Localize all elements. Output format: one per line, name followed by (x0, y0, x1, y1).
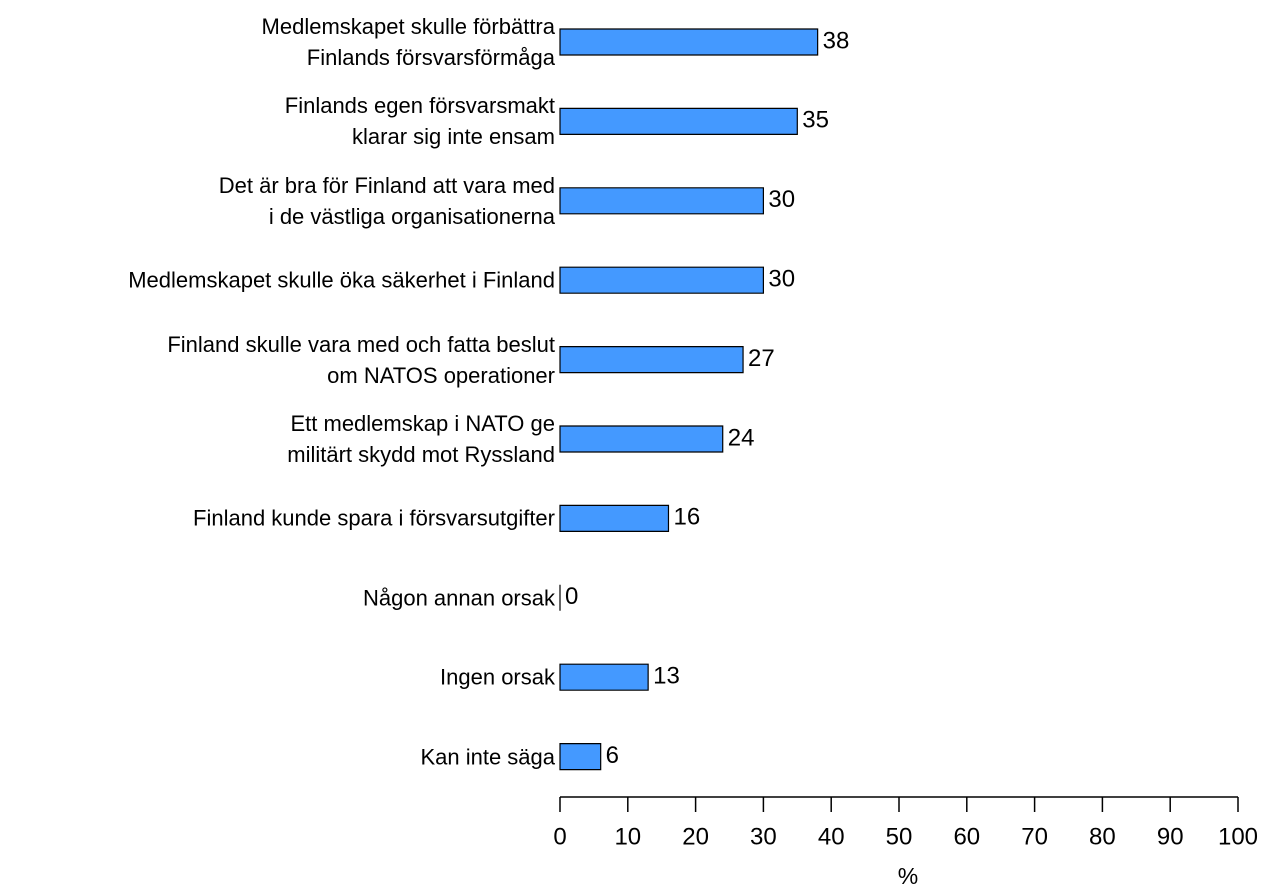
bar (559, 425, 724, 453)
x-axis-label: % (898, 863, 918, 886)
value-label: 6 (606, 742, 619, 769)
category-label: Medlemskapet skulle öka säkerhet i Finla… (128, 267, 555, 293)
value-label: 38 (823, 27, 850, 54)
value-label: 35 (802, 107, 829, 134)
value-label: 16 (673, 504, 700, 531)
value-label: 13 (653, 663, 680, 690)
x-tick-label: 80 (1089, 823, 1116, 850)
x-tick-label: 30 (750, 823, 777, 850)
bar (559, 346, 744, 374)
category-label: Någon annan orsak (362, 585, 555, 611)
bar (559, 187, 764, 215)
x-tick-label: 90 (1157, 823, 1184, 850)
x-tick-label: 60 (953, 823, 980, 850)
bar (559, 743, 602, 771)
category-label: Det är bra för Finland att vara med i de… (218, 172, 555, 229)
value-label: 30 (768, 266, 795, 293)
bar (559, 266, 764, 294)
bar (559, 107, 798, 135)
bar (559, 663, 649, 691)
value-label: 0 (565, 583, 578, 610)
x-tick-label: 40 (818, 823, 845, 850)
x-tick-label: 70 (1021, 823, 1048, 850)
value-label: 30 (768, 186, 795, 213)
x-tick-label: 50 (886, 823, 913, 850)
category-label: Finland kunde spara i försvarsutgifter (193, 505, 555, 531)
category-label: Ett medlemskap i NATO ge militärt skydd … (287, 411, 555, 467)
x-tick-label: 100 (1218, 823, 1258, 850)
x-tick-label: 0 (553, 823, 566, 850)
category-label: Finlands egen försvarsmakt klarar sig in… (284, 93, 555, 150)
bar (559, 504, 670, 532)
category-label: Kan inte säga (420, 744, 555, 770)
category-label: Medlemskapet skulle förbättra Finlands f… (261, 14, 555, 70)
x-tick-label: 20 (682, 823, 709, 850)
value-label: 24 (728, 424, 755, 451)
category-label: Finland skulle vara med och fatta beslut… (167, 331, 555, 388)
value-label: 27 (748, 345, 775, 372)
bar (559, 28, 819, 56)
x-tick-label: 10 (614, 823, 641, 850)
category-label: Ingen orsak (440, 664, 555, 690)
